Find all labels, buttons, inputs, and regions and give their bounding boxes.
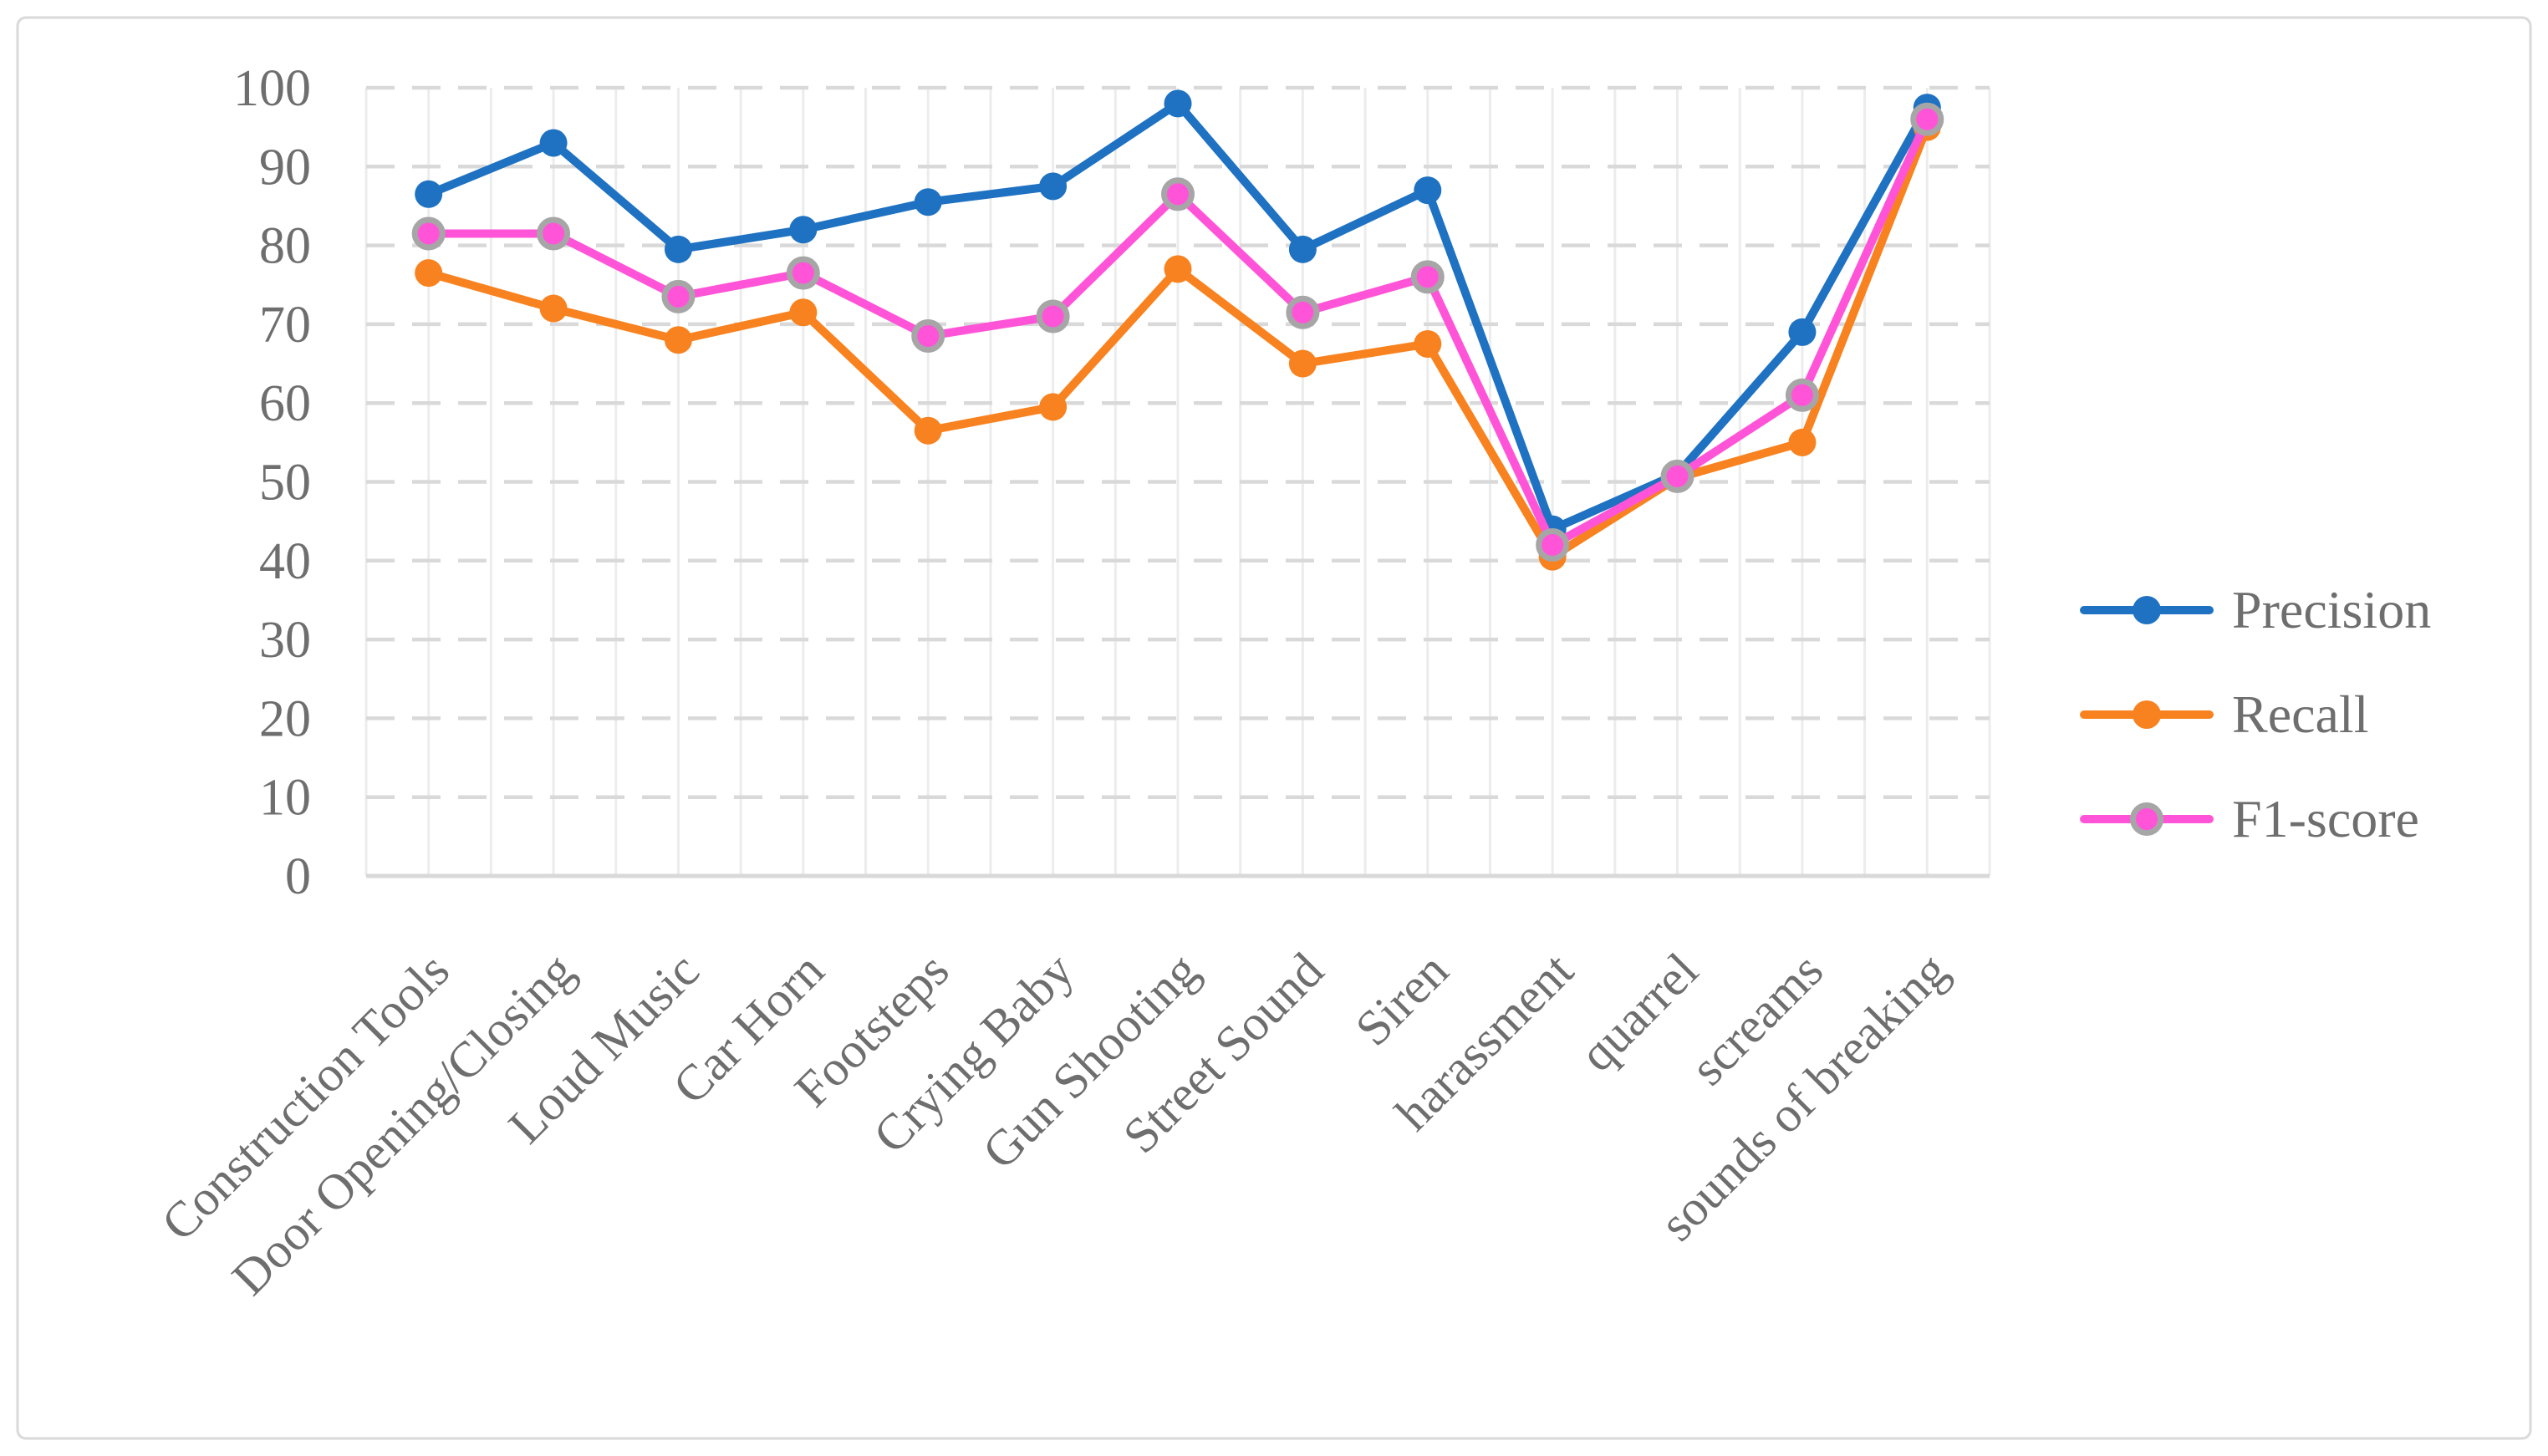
point-f1-score-4 [911,319,945,354]
y-tick-label: 70 [259,297,311,354]
point-recall-1 [539,294,568,323]
point-precision-8 [1414,176,1442,205]
precision-line-marker-swatch [2080,592,2214,629]
point-f1-score-12 [1910,102,1944,136]
series-f1-score [411,102,1944,562]
point-precision-0 [415,180,443,208]
legend-item-f1-score: F1-score [2080,784,2431,854]
y-tick-label: 90 [259,139,311,196]
y-axis-tick-labels: 0 10 20 30 40 50 60 70 80 90 100 [233,60,311,905]
y-tick-label: 80 [259,218,311,275]
point-recall-3 [789,298,818,327]
y-tick-label: 60 [259,375,311,432]
legend-label-recall: Recall [2232,685,2369,744]
point-precision-11 [1788,318,1817,346]
point-f1-score-11 [1785,378,1819,412]
point-precision-4 [914,188,942,216]
y-tick-label: 20 [259,690,311,747]
legend: Precision Recall F1-score [2080,575,2431,854]
point-f1-score-9 [1536,527,1570,562]
point-precision-1 [539,129,568,157]
legend-item-precision: Precision [2080,575,2431,645]
point-precision-3 [789,216,818,244]
point-recall-7 [1288,349,1317,378]
point-precision-6 [1164,89,1192,118]
point-f1-score-1 [537,216,571,251]
y-tick-label: 0 [285,848,311,905]
point-recall-11 [1788,428,1817,456]
point-recall-2 [664,326,692,354]
figure-border [16,16,2532,1440]
point-recall-4 [914,416,942,445]
point-precision-5 [1039,172,1068,201]
point-precision-7 [1288,235,1317,263]
horizontal-gridlines [366,85,1990,799]
point-f1-score-2 [661,279,696,313]
point-f1-score-3 [786,256,820,290]
y-tick-label: 100 [233,60,311,117]
point-f1-score-7 [1286,295,1320,329]
legend-label-precision: Precision [2232,580,2432,639]
recall-line-marker-swatch [2080,696,2214,733]
legend-label-f1-score: F1-score [2232,789,2419,848]
point-f1-score-10 [1660,459,1694,493]
point-recall-5 [1039,393,1068,421]
point-f1-score-0 [411,216,446,251]
point-precision-2 [664,235,692,263]
point-recall-6 [1164,255,1192,283]
y-tick-label: 40 [259,533,311,590]
legend-item-recall: Recall [2080,680,2431,750]
point-recall-0 [415,259,443,288]
point-f1-score-6 [1161,177,1195,211]
y-tick-label: 10 [259,770,311,827]
y-tick-label: 30 [259,612,311,669]
point-f1-score-8 [1410,260,1445,294]
y-tick-label: 50 [259,455,311,512]
point-recall-8 [1414,329,1442,358]
f1-score-line-marker-swatch [2080,801,2214,837]
point-f1-score-5 [1036,299,1070,333]
x-tick-label: Siren [1345,943,1459,1056]
x-tick-label: Gun Shooting [972,943,1210,1180]
